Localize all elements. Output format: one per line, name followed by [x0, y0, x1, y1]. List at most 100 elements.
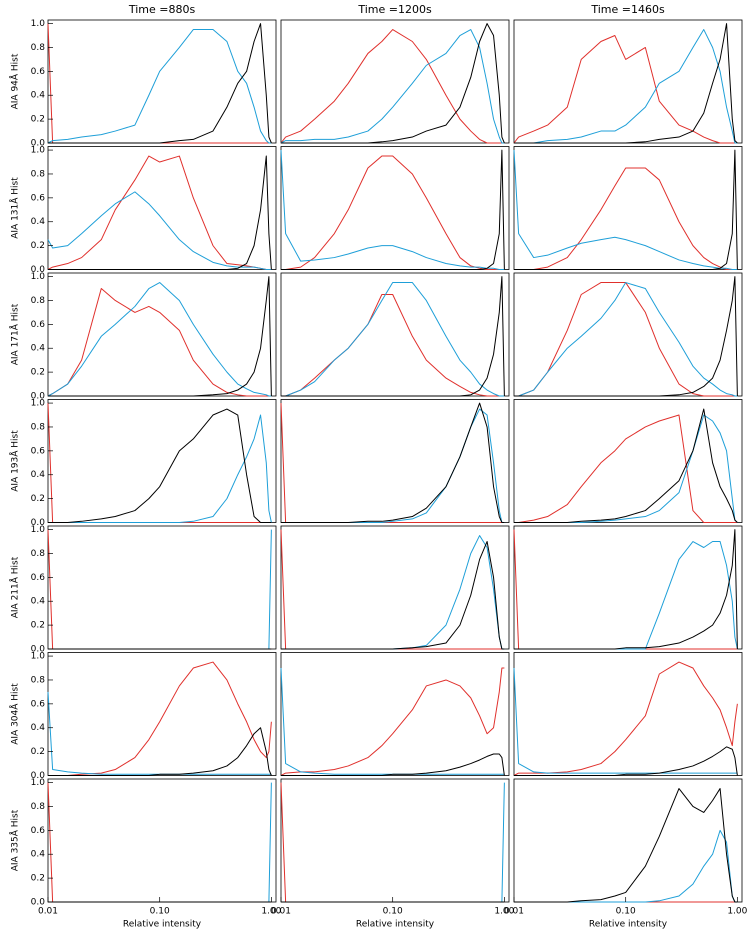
histogram-line	[514, 282, 738, 397]
histogram-line	[514, 414, 738, 523]
y-tick-label: 0.0	[31, 392, 46, 402]
y-tick-label: 0.6	[31, 699, 46, 709]
y-tick-label: 0.8	[31, 43, 46, 53]
y-tick-label: 0.4	[31, 723, 46, 733]
plot-frame	[513, 272, 743, 397]
y-tick-label: 0.0	[31, 265, 46, 275]
histogram-line	[48, 408, 272, 523]
y-tick-label: 0.6	[31, 193, 46, 203]
histogram-line	[280, 667, 505, 776]
histogram-line	[47, 282, 272, 397]
histogram-line	[281, 782, 505, 903]
histogram-line	[48, 529, 272, 650]
panel-title: Time =1460s	[590, 3, 665, 16]
x-axis-label: Relative intensity	[589, 920, 668, 930]
y-tick-label: 0.2	[31, 874, 45, 884]
histogram-line	[514, 29, 738, 144]
y-tick-label: 0.4	[31, 470, 46, 480]
y-tick-label: 0.8	[31, 422, 46, 432]
x-tick-label: 0.10	[150, 907, 170, 917]
y-tick-label: 0.0	[31, 898, 46, 908]
histogram-line	[48, 276, 272, 397]
histogram-line	[514, 149, 738, 270]
histogram-line	[47, 403, 272, 523]
histogram-line	[281, 282, 505, 397]
plot-frame	[280, 146, 510, 270]
histogram-line	[281, 753, 505, 776]
y-axis-label: AIA 94Å Hist	[9, 53, 21, 109]
histogram-line	[514, 541, 738, 650]
histogram-line	[514, 746, 738, 776]
histogram-line	[281, 541, 505, 650]
y-tick-label: 0.0	[31, 518, 46, 528]
histogram-line	[48, 727, 272, 776]
histogram-line	[514, 408, 738, 523]
histogram-line	[513, 35, 738, 144]
y-tick-label: 0.8	[31, 675, 46, 685]
y-axis-label: AIA 211Å Hist	[9, 556, 21, 618]
y-axis-label: AIA 304Å Hist	[9, 683, 21, 745]
x-axis-label: Relative intensity	[356, 920, 435, 930]
histogram-line	[514, 23, 738, 144]
y-tick-label: 0.0	[31, 771, 46, 781]
x-tick-label: 1.00	[494, 907, 514, 917]
histogram-line	[47, 691, 272, 775]
y-tick-label: 1.0	[31, 19, 46, 29]
histogram-line	[281, 149, 505, 270]
y-tick-label: 0.6	[31, 67, 46, 77]
histogram-line	[281, 294, 505, 397]
x-tick-label: 0.01	[38, 907, 58, 917]
y-axis-label: AIA 171Å Hist	[9, 303, 21, 365]
plot-frame	[280, 19, 510, 144]
x-tick-label: 0.01	[271, 907, 291, 917]
histogram-line	[281, 276, 505, 397]
y-tick-label: 0.2	[31, 494, 45, 504]
histogram-line	[280, 29, 505, 144]
plot-frame	[47, 525, 277, 650]
plot-frame	[47, 778, 277, 903]
histogram-line	[280, 29, 505, 144]
histogram-line	[280, 782, 505, 903]
histogram-line	[513, 667, 738, 774]
plot-frame	[513, 652, 743, 776]
x-tick-label: 0.10	[383, 907, 403, 917]
histogram-line	[281, 402, 505, 523]
y-tick-label: 0.8	[31, 169, 46, 179]
histogram-line	[47, 288, 272, 397]
y-tick-label: 0.2	[31, 621, 45, 631]
y-axis-label: AIA 193Å Hist	[9, 430, 21, 492]
y-tick-label: 0.0	[31, 139, 46, 149]
histogram-line	[47, 29, 272, 144]
histogram-line	[280, 529, 505, 650]
y-tick-label: 0.4	[31, 91, 46, 101]
histogram-line	[514, 788, 738, 903]
histogram-line	[48, 155, 272, 270]
histogram-line	[514, 829, 738, 903]
histogram-line	[47, 529, 272, 650]
y-tick-label: 1.0	[31, 652, 46, 662]
y-tick-label: 0.6	[31, 573, 46, 583]
y-tick-label: 1.0	[31, 778, 46, 788]
histogram-line	[48, 414, 272, 523]
panel-title: Time =880s	[128, 3, 196, 16]
y-tick-label: 0.0	[31, 645, 46, 655]
x-tick-label: 0.10	[616, 907, 636, 917]
y-tick-label: 0.6	[31, 826, 46, 836]
y-tick-label: 1.0	[31, 272, 46, 282]
x-axis-label: Relative intensity	[123, 920, 202, 930]
histogram-line	[281, 535, 505, 650]
histogram-line	[513, 150, 738, 270]
histogram-line	[514, 414, 738, 523]
y-tick-label: 1.0	[31, 399, 46, 409]
histogram-line	[48, 23, 272, 144]
panel-title: Time =1200s	[357, 3, 432, 16]
histogram-line	[48, 782, 272, 903]
histogram-line	[48, 661, 272, 776]
y-tick-label: 0.2	[31, 368, 45, 378]
y-tick-label: 0.8	[31, 296, 46, 306]
histogram-line	[280, 403, 505, 523]
histogram-line	[280, 667, 505, 775]
plot-frame	[513, 399, 743, 523]
plot-frame	[513, 778, 743, 903]
y-tick-label: 1.0	[31, 525, 46, 535]
